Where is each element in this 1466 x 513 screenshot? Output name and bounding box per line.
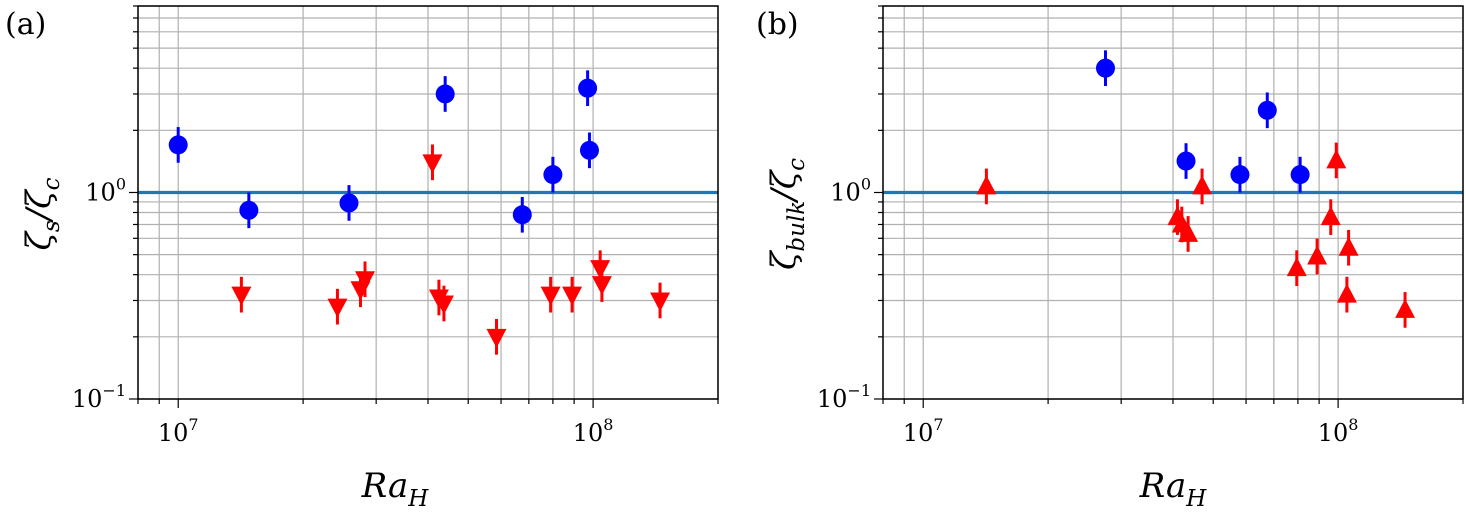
triangle-down-marker [231, 286, 252, 306]
panel-b-y-axis-label: ζbulk/ζc [764, 158, 810, 270]
data-point-triangle-down [422, 144, 443, 181]
data-point-triangle-up [1395, 292, 1416, 328]
triangle-up-marker [1178, 222, 1199, 242]
data-point-triangle-up [1307, 238, 1328, 275]
data-point-circle [578, 70, 598, 107]
circle-marker [1095, 58, 1115, 78]
circle-marker [578, 78, 598, 98]
data-point-circle [239, 192, 259, 229]
circle-marker [239, 200, 259, 220]
panel-b-grid [882, 5, 1464, 400]
triangle-up-marker [1336, 283, 1357, 303]
data-point-triangle-up [1338, 229, 1359, 266]
data-point-triangle-down [650, 282, 671, 319]
data-point-triangle-down [486, 319, 507, 355]
data-point-circle [579, 132, 599, 169]
circle-marker [543, 165, 563, 185]
data-point-triangle-up [976, 168, 997, 205]
triangle-down-marker [422, 154, 443, 174]
circle-marker [579, 140, 599, 160]
data-point-triangle-down [433, 285, 454, 322]
circle-marker [1290, 165, 1310, 185]
data-point-triangle-up [1178, 216, 1199, 252]
data-point-circle [1176, 143, 1196, 179]
panel-a: (a) 107 108 10−1 100 RaH ζs/ζc [5, 5, 719, 512]
panel-b-y-ticks: 10−1 100 [817, 5, 883, 413]
panel-a-marks [168, 70, 671, 355]
data-point-triangle-down [540, 276, 561, 313]
y-tick-label: 100 [85, 174, 126, 206]
data-point-triangle-up [1336, 276, 1357, 313]
data-point-circle [435, 76, 455, 112]
panel-b-x-axis-label: RaH [1139, 466, 1208, 512]
panel-a-grid [137, 5, 719, 400]
x-tick-label: 108 [573, 415, 614, 447]
circle-marker [512, 205, 532, 225]
triangle-up-marker [976, 175, 997, 195]
x-tick-label: 107 [158, 415, 199, 447]
data-point-circle [512, 196, 532, 233]
data-point-triangle-up [1286, 250, 1307, 287]
triangle-down-marker [650, 292, 671, 312]
triangle-up-marker [1192, 175, 1213, 195]
x-tick-label: 107 [903, 415, 944, 447]
circle-marker [1257, 100, 1277, 120]
circle-marker [435, 84, 455, 104]
panel-a-y-axis-label: ζs/ζc [19, 177, 65, 250]
data-point-triangle-down [231, 276, 252, 313]
data-point-circle [543, 156, 563, 193]
panel-b-label: (b) [756, 7, 799, 42]
triangle-down-marker [540, 286, 561, 306]
triangle-down-marker [562, 286, 583, 306]
data-point-triangle-up [1192, 168, 1213, 205]
panel-a-x-ticks: 107 108 [137, 399, 719, 447]
triangle-up-marker [1395, 298, 1416, 318]
triangle-down-marker [486, 328, 507, 348]
data-point-circle [1290, 156, 1310, 193]
y-tick-label: 10−1 [817, 381, 871, 413]
circle-marker [1230, 165, 1250, 185]
data-point-circle [1230, 156, 1250, 193]
triangle-up-marker [1338, 236, 1359, 256]
data-point-circle [339, 185, 359, 221]
triangle-down-marker [433, 295, 454, 315]
data-point-triangle-down [327, 288, 348, 325]
data-point-circle [168, 127, 188, 163]
panel-a-y-ticks: 10−1 100 [72, 5, 138, 413]
data-point-triangle-up [1320, 199, 1341, 235]
triangle-up-marker [1307, 245, 1328, 265]
triangle-up-marker [1326, 149, 1347, 169]
triangle-down-marker [590, 260, 611, 280]
panel-b: (b) 107 108 10−1 100 RaH ζbulk/ζc [756, 5, 1464, 512]
panel-b-x-ticks: 107 108 [882, 399, 1464, 447]
panel-a-x-axis-label: RaH [361, 466, 430, 512]
x-tick-label: 108 [1318, 415, 1359, 447]
circle-marker [1176, 151, 1196, 171]
panel-b-marks [976, 50, 1416, 328]
triangle-down-marker [591, 276, 612, 296]
data-point-circle [1095, 50, 1115, 86]
data-point-triangle-up [1326, 142, 1347, 179]
triangle-up-marker [1286, 257, 1307, 277]
y-tick-label: 10−1 [72, 381, 126, 413]
circle-marker [168, 135, 188, 155]
data-point-triangle-down [562, 276, 583, 313]
triangle-up-marker [1320, 206, 1341, 226]
circle-marker [339, 193, 359, 213]
triangle-down-marker [327, 298, 348, 318]
panel-a-label: (a) [5, 7, 46, 42]
data-point-circle [1257, 92, 1277, 129]
triangle-down-marker [355, 271, 376, 291]
y-tick-label: 100 [830, 174, 871, 206]
data-point-triangle-down [591, 266, 612, 302]
data-point-triangle-down [355, 261, 376, 298]
